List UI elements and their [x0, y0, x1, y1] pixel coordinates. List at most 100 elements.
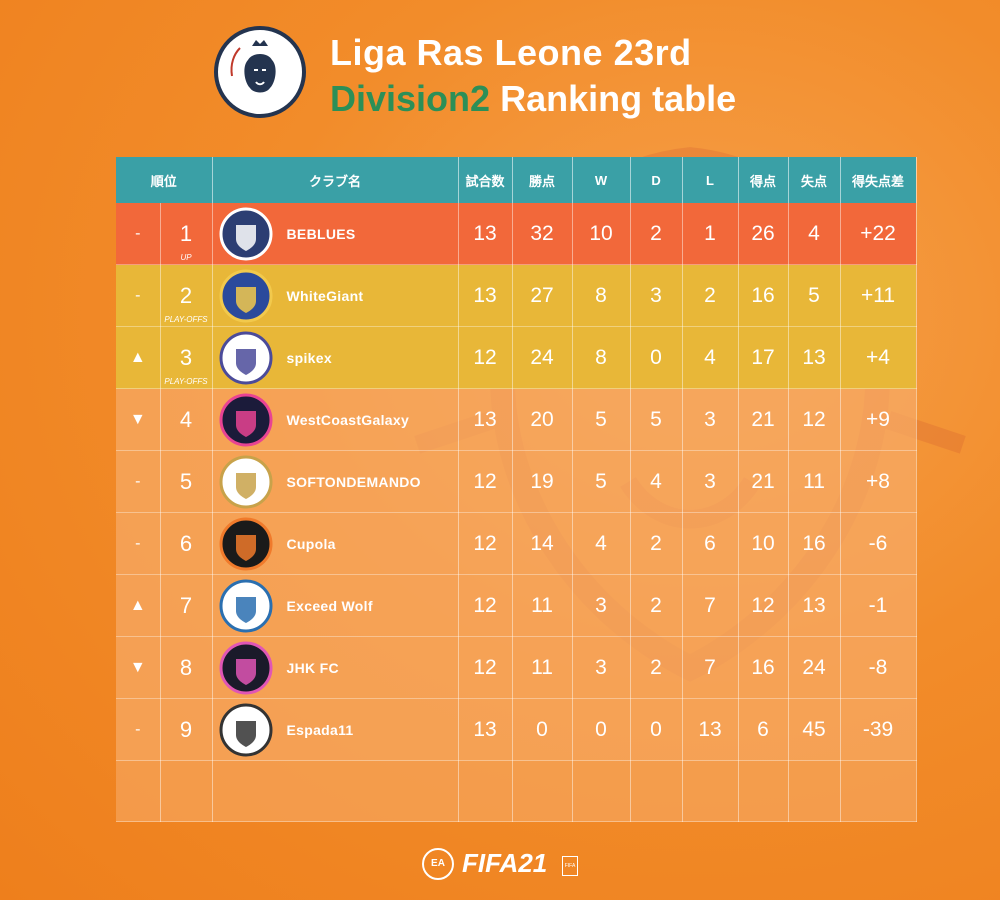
played-cell: 12	[458, 574, 513, 637]
westcoastgalaxy-crest-icon	[219, 393, 273, 446]
goals-against-cell: 11	[788, 450, 841, 513]
col-goals-against: 失点	[788, 157, 841, 203]
wins-cell: 8	[572, 264, 631, 327]
page-title: Liga Ras Leone 23rd	[330, 32, 692, 73]
club-cell: BEBLUES	[212, 203, 459, 265]
played-cell: 12	[458, 512, 513, 575]
points-cell: 27	[512, 264, 573, 327]
rank-cell: 8	[160, 636, 213, 699]
played-cell: 13	[458, 203, 513, 265]
club-cell: Cupola	[212, 512, 459, 575]
cupola-crest-icon	[219, 517, 273, 570]
col-goals-for: 得点	[738, 157, 789, 203]
club-cell: WhiteGiant	[212, 264, 459, 327]
points-cell: 24	[512, 326, 573, 389]
losses-cell: 7	[682, 636, 739, 699]
goal-diff-cell: +8	[840, 450, 917, 513]
empty-cell	[512, 760, 573, 822]
empty-cell	[788, 760, 841, 822]
fifa21-footer-logo: EA FIFA21 FIFA	[422, 846, 582, 882]
rank-number: 7	[179, 592, 193, 618]
fifa-badge: FIFA	[562, 856, 578, 876]
goals-for-cell: 6	[738, 698, 789, 761]
table-row: -2 PLAY-OFFS WhiteGiant 13 27 8 3 2 16 5 +11	[116, 264, 917, 327]
losses-cell: 3	[682, 450, 739, 513]
club-cell: JHK FC	[212, 636, 459, 699]
wins-cell: 3	[572, 636, 631, 699]
ranking-table-label: Ranking table	[490, 78, 737, 119]
rank-cell: 2 PLAY-OFFS	[160, 264, 213, 327]
empty-cell	[458, 760, 513, 822]
table-header-row: 順位 クラブ名 試合数 勝点 W D L 得点 失点 得失点差	[116, 157, 917, 203]
goals-against-cell: 13	[788, 326, 841, 389]
page-header: Liga Ras Leone 23rd Division2 Ranking ta…	[214, 24, 834, 134]
club-name: Exceed Wolf	[286, 597, 373, 614]
exceedwolf-crest-icon	[219, 579, 273, 632]
goals-against-cell: 5	[788, 264, 841, 327]
losses-cell: 3	[682, 388, 739, 451]
rank-number: 9	[179, 716, 193, 742]
ranking-table: 順位 クラブ名 試合数 勝点 W D L 得点 失点 得失点差 -1 UP BEBL…	[116, 157, 917, 822]
draws-cell: 2	[630, 512, 683, 575]
club-name: BEBLUES	[286, 225, 356, 242]
jhkfc-crest-icon	[219, 641, 273, 694]
points-cell: 32	[512, 203, 573, 265]
points-cell: 11	[512, 574, 573, 637]
table-row: ▼ 4 WestCoastGalaxy 13 20 5 5 3 21 12 +9	[116, 388, 917, 451]
rank-cell: 4	[160, 388, 213, 451]
losses-cell: 7	[682, 574, 739, 637]
rank-number: 6	[179, 530, 193, 556]
wins-cell: 5	[572, 450, 631, 513]
empty-cell	[630, 760, 683, 822]
club-name: WestCoastGalaxy	[286, 411, 410, 428]
goal-diff-cell: -8	[840, 636, 917, 699]
draws-cell: 3	[630, 264, 683, 327]
goal-diff-cell: -6	[840, 512, 917, 575]
goal-diff-cell: +22	[840, 203, 917, 265]
points-cell: 20	[512, 388, 573, 451]
losses-cell: 2	[682, 264, 739, 327]
goals-against-cell: 24	[788, 636, 841, 699]
movement-indicator: -	[116, 450, 161, 513]
rank-number: 3	[179, 344, 193, 370]
empty-cell	[212, 760, 459, 822]
wins-cell: 3	[572, 574, 631, 637]
col-goal-diff: 得失点差	[840, 157, 917, 203]
goals-for-cell: 16	[738, 636, 789, 699]
rank-number: 5	[179, 468, 193, 494]
club-cell: Exceed Wolf	[212, 574, 459, 637]
goal-diff-cell: -39	[840, 698, 917, 761]
losses-cell: 6	[682, 512, 739, 575]
rank-cell: 7	[160, 574, 213, 637]
club-name: JHK FC	[286, 659, 339, 676]
goals-for-cell: 21	[738, 388, 789, 451]
wins-cell: 4	[572, 512, 631, 575]
movement-indicator: -	[116, 698, 161, 761]
goals-against-cell: 4	[788, 203, 841, 265]
rank-cell: 5	[160, 450, 213, 513]
played-cell: 13	[458, 698, 513, 761]
page-subtitle: Division2 Ranking table	[330, 78, 736, 120]
losses-cell: 1	[682, 203, 739, 265]
liga-ras-leone-logo	[214, 26, 306, 118]
club-cell: Espada11	[212, 698, 459, 761]
points-cell: 0	[512, 698, 573, 761]
col-points: 勝点	[512, 157, 573, 203]
table-row: -5 SOFTONDEMANDO 12 19 5 4 3 21 11 +8	[116, 450, 917, 513]
rank-number: 1	[179, 220, 193, 246]
goals-against-cell: 12	[788, 388, 841, 451]
club-cell: WestCoastGalaxy	[212, 388, 459, 451]
col-losses: L	[682, 157, 739, 203]
goal-diff-cell: +4	[840, 326, 917, 389]
goals-for-cell: 17	[738, 326, 789, 389]
goals-against-cell: 16	[788, 512, 841, 575]
points-cell: 11	[512, 636, 573, 699]
empty-cell	[840, 760, 917, 822]
club-name: Espada11	[286, 721, 354, 738]
softondemando-crest-icon	[219, 455, 273, 508]
goal-diff-cell: -1	[840, 574, 917, 637]
table-row: -6 Cupola 12 14 4 2 6 10 16 -6	[116, 512, 917, 575]
played-cell: 13	[458, 388, 513, 451]
rank-number: 4	[179, 406, 193, 432]
wins-cell: 8	[572, 326, 631, 389]
